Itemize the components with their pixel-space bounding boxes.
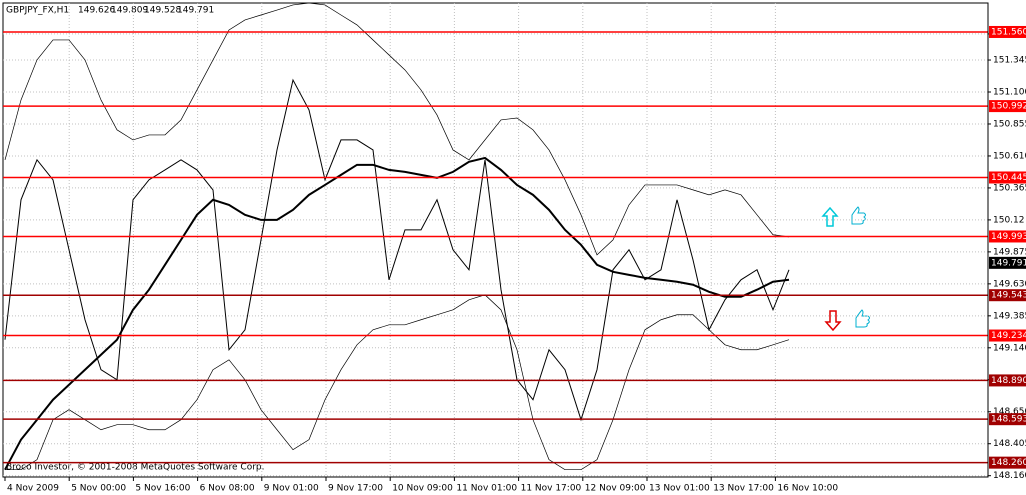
plot-frame (2, 2, 989, 478)
level-label: 148.260 (991, 458, 1026, 468)
y-tick-label: 150.610 (993, 151, 1026, 161)
x-tick-label: 9 Nov 01:00 (264, 484, 319, 494)
ohlc-value: 149.626 (78, 6, 115, 16)
y-tick-label: 150.365 (993, 183, 1026, 193)
x-tick-label: 11 Nov 01:00 (456, 484, 517, 494)
level-label: 148.593 (991, 415, 1026, 425)
level-box (989, 230, 1026, 243)
level-label: 149.993 (991, 232, 1026, 242)
x-tick-label: 9 Nov 17:00 (328, 484, 383, 494)
level-label: 149.234 (991, 331, 1026, 341)
x-tick-label: 5 Nov 00:00 (71, 484, 126, 494)
level-box (989, 329, 1026, 342)
symbol: GBPJPY_FX,H1 (6, 6, 69, 16)
y-tick-label: 151.345 (993, 56, 1026, 66)
price-upper (4, 2, 790, 256)
price-ma (4, 156, 790, 471)
x-tick-label: 13 Nov 01:00 (649, 484, 710, 494)
level-box (989, 456, 1026, 469)
x-tick-label: 4 Nov 2009 (7, 484, 59, 494)
sell-signal (824, 309, 870, 332)
y-tick-label: 150.855 (993, 119, 1026, 129)
level-label: 150.445 (991, 173, 1026, 183)
current-price-box (989, 256, 1026, 269)
x-tick-label: 16 Nov 10:00 (777, 484, 838, 494)
level-box (989, 100, 1026, 113)
price-close (4, 78, 790, 422)
y-tick-label: 148.650 (993, 407, 1026, 417)
price-lower (5, 294, 790, 471)
buy-signal (821, 206, 866, 227)
x-tick-label: 11 Nov 17:00 (521, 484, 582, 494)
level-box (989, 171, 1026, 184)
y-tick-label: 149.385 (993, 311, 1026, 321)
y-tick-label: 148.160 (993, 471, 1026, 481)
y-tick-label: 149.140 (993, 343, 1026, 353)
level-box (989, 374, 1026, 387)
y-tick-label: 149.875 (993, 247, 1026, 257)
x-tick-label: 13 Nov 17:00 (713, 484, 774, 494)
level-label: 150.992 (991, 102, 1026, 112)
y-tick-label: 150.12 (993, 215, 1025, 225)
y-tick-label: 148.405 (993, 439, 1026, 449)
x-tick-label: 5 Nov 16:00 (135, 484, 190, 494)
level-box (989, 413, 1026, 426)
level-box (989, 25, 1026, 38)
level-label: 149.543 (991, 291, 1026, 301)
current-price-label: 149.791 (991, 258, 1026, 268)
ohlc-value: 149.528 (144, 6, 181, 16)
level-label: 148.890 (991, 376, 1026, 386)
x-tick-label: 10 Nov 09:00 (392, 484, 453, 494)
footer: Broco Investor, © 2001-2008 MetaQuotes S… (6, 463, 265, 473)
level-label: 151.560 (991, 27, 1026, 37)
level-box (989, 289, 1026, 302)
ohlc-value: 149.809 (111, 6, 148, 16)
x-tick-label: 6 Nov 08:00 (200, 484, 255, 494)
y-tick-label: 149.630 (993, 279, 1026, 289)
y-tick-label: 151.100 (993, 88, 1026, 98)
ohlc-value: 149.791 (177, 6, 214, 16)
x-tick-label: 12 Nov 09:00 (585, 484, 646, 494)
